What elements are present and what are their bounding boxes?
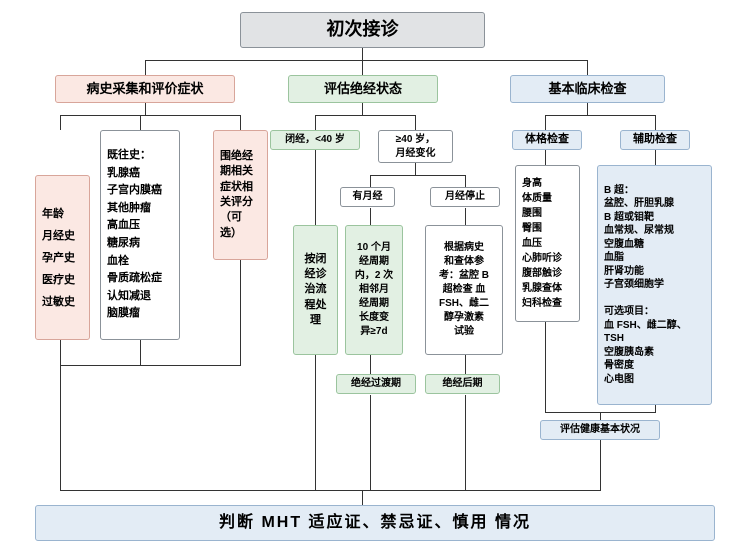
node-h3: 基本临床检查 [510,75,665,103]
node-g2: ≥40 岁， 月经变化 [378,130,453,163]
conn [545,115,655,116]
node-g2a: 有月经 [340,187,395,207]
conn [370,354,371,374]
conn [370,208,371,225]
node-g5: 根据病史 和查体参 考：盆腔 B 超检查 血 FSH、雌二 醇孕激素 试验 [425,225,503,355]
conn [370,395,371,490]
conn [145,60,146,75]
conn [370,175,465,176]
conn [370,175,371,187]
conn [587,60,588,75]
conn [145,103,146,115]
node-p1: 年龄 月经史 孕产史 医疗史 过敏史 [35,175,90,340]
conn [655,150,656,165]
node-p3: 围绝经 期相关 症状相 关评分 （可 选） [213,130,268,260]
node-g4: 10 个月 经周期 内，2 次 相邻月 经周期 长度变 异≥7d [345,225,403,355]
conn [545,322,546,412]
conn [60,115,61,130]
conn [60,365,241,366]
conn [315,115,316,130]
node-top: 初次接诊 [240,12,485,48]
node-b2: 辅助检查 [620,130,690,150]
conn [315,115,415,116]
conn [655,405,656,412]
node-g1: 闭经，<40 岁 [270,130,360,150]
conn [315,355,316,490]
node-h1: 病史采集和评价症状 [55,75,235,103]
conn [240,115,241,130]
conn [655,115,656,130]
conn [362,48,363,60]
conn [140,115,141,130]
node-g2b: 月经停止 [430,187,500,207]
conn [60,115,240,116]
conn [465,208,466,225]
node-g7: 绝经后期 [425,374,500,394]
conn [415,115,416,130]
node-bottom: 判断 MHT 适应证、禁忌证、慎用 情况 [35,505,715,541]
conn [140,340,141,365]
node-g6: 绝经过渡期 [336,374,416,394]
node-b4: B 超： 盆腔、肝胆乳腺 B 超或钼靶 血常规、尿常规 空腹血糖 血脂 肝肾功能… [597,165,712,405]
conn [362,103,363,115]
conn [600,440,601,490]
node-h2: 评估绝经状态 [288,75,438,103]
node-g3: 按闭 经诊 治流 程处 理 [293,225,338,355]
conn [587,103,588,115]
node-p2: 既往史： 乳腺癌 子宫内膜癌 其他肿瘤 高血压 糖尿病 血栓 骨质疏松症 认知减… [100,130,180,340]
conn [545,115,546,130]
conn [545,150,546,165]
node-b5: 评估健康基本状况 [540,420,660,440]
node-b1: 体格检查 [512,130,582,150]
conn [362,490,363,505]
conn [362,60,363,75]
conn [60,340,61,490]
conn [415,163,416,175]
conn [60,490,601,491]
conn [315,150,316,225]
conn [600,412,601,420]
conn [465,354,466,374]
conn [465,175,466,187]
conn [465,395,466,490]
node-b3: 身高 体质量 腰围 臀围 血压 心肺听诊 腹部触诊 乳腺查体 妇科检查 [515,165,580,322]
conn [240,260,241,365]
conn [145,60,588,61]
